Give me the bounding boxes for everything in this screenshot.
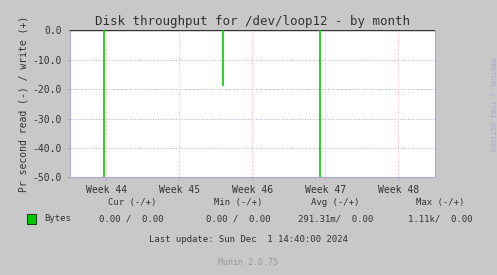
Text: 291.31m/  0.00: 291.31m/ 0.00 bbox=[298, 214, 373, 223]
Y-axis label: Pr second read (-) / write (+): Pr second read (-) / write (+) bbox=[18, 16, 28, 192]
Text: 0.00 /  0.00: 0.00 / 0.00 bbox=[99, 214, 164, 223]
Text: Munin 2.0.75: Munin 2.0.75 bbox=[219, 258, 278, 267]
Text: 1.11k/  0.00: 1.11k/ 0.00 bbox=[408, 214, 472, 223]
Text: RRDTOOL / TOBI OETIKER: RRDTOOL / TOBI OETIKER bbox=[489, 58, 495, 151]
Title: Disk throughput for /dev/loop12 - by month: Disk throughput for /dev/loop12 - by mon… bbox=[95, 15, 410, 28]
Text: Cur (-/+): Cur (-/+) bbox=[107, 198, 156, 207]
Text: 0.00 /  0.00: 0.00 / 0.00 bbox=[206, 214, 271, 223]
Text: Min (-/+): Min (-/+) bbox=[214, 198, 263, 207]
Text: Last update: Sun Dec  1 14:40:00 2024: Last update: Sun Dec 1 14:40:00 2024 bbox=[149, 235, 348, 244]
Text: Bytes: Bytes bbox=[45, 214, 72, 223]
Text: Avg (-/+): Avg (-/+) bbox=[311, 198, 360, 207]
Text: Max (-/+): Max (-/+) bbox=[415, 198, 464, 207]
